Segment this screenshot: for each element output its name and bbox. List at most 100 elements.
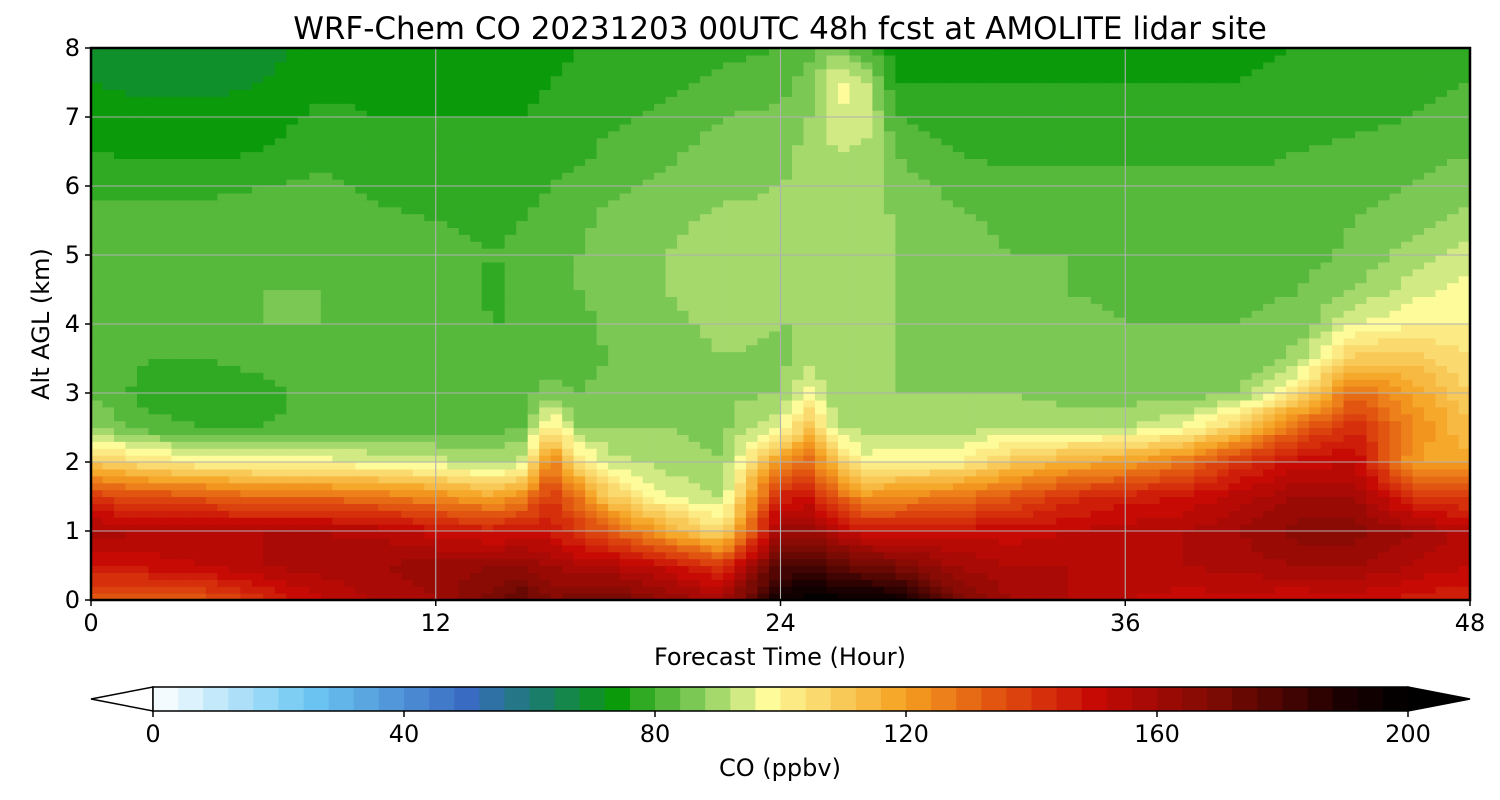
heatmap-cell: [734, 227, 747, 235]
heatmap-cell: [550, 386, 563, 394]
heatmap-cell: [136, 241, 150, 249]
heatmap-cell: [688, 358, 701, 366]
heatmap-cell: [343, 68, 356, 77]
heatmap-cell: [711, 379, 724, 387]
heatmap-cell: [516, 227, 529, 235]
heatmap-cell: [585, 586, 598, 594]
heatmap-cell: [734, 558, 747, 567]
heatmap-cell: [573, 468, 586, 477]
heatmap-cell: [435, 206, 448, 215]
heatmap-cell: [458, 165, 471, 173]
heatmap-cell: [539, 310, 552, 318]
heatmap-cell: [470, 206, 483, 215]
heatmap-cell: [378, 448, 391, 456]
heatmap-cell: [550, 330, 563, 339]
heatmap-cell: [228, 482, 241, 491]
heatmap-cell: [527, 551, 540, 560]
heatmap-cell: [677, 572, 690, 580]
heatmap-cell: [320, 227, 333, 235]
heatmap-cell: [113, 289, 127, 297]
heatmap-cell: [205, 351, 219, 360]
heatmap-cell: [585, 524, 598, 532]
heatmap-cell: [562, 351, 575, 360]
heatmap-cell: [205, 531, 219, 539]
heatmap-cell: [217, 496, 230, 504]
heatmap-cell: [642, 413, 655, 422]
heatmap-cell: [263, 496, 276, 504]
heatmap-cell: [113, 296, 127, 304]
heatmap-cell: [573, 103, 586, 111]
heatmap-cell: [136, 524, 150, 532]
heatmap-cell: [125, 268, 138, 277]
heatmap-cell: [217, 420, 230, 429]
heatmap-cell: [665, 531, 678, 539]
heatmap-cell: [159, 510, 173, 518]
heatmap-cell: [481, 103, 494, 111]
heatmap-cell: [470, 89, 483, 97]
heatmap-cell: [263, 89, 276, 97]
heatmap-cell: [447, 213, 460, 222]
heatmap-cell: [470, 531, 483, 539]
heatmap-cell: [320, 289, 333, 297]
heatmap-cell: [412, 393, 425, 401]
heatmap-cell: [608, 289, 621, 297]
heatmap-cell: [320, 455, 333, 463]
heatmap-cell: [171, 503, 184, 511]
heatmap-cell: [91, 551, 104, 560]
heatmap-cell: [412, 468, 425, 477]
heatmap-cell: [435, 434, 448, 442]
heatmap-cell: [240, 275, 253, 284]
heatmap-cell: [435, 420, 448, 429]
heatmap-cell: [493, 289, 506, 297]
heatmap-cell: [102, 82, 115, 90]
heatmap-cell: [182, 68, 196, 77]
heatmap-cell: [412, 337, 425, 346]
heatmap-cell: [642, 358, 655, 366]
heatmap-cell: [458, 103, 471, 111]
heatmap-cell: [493, 337, 506, 346]
heatmap-cell: [148, 241, 161, 249]
heatmap-cell: [470, 413, 483, 422]
heatmap-cell: [217, 462, 230, 470]
heatmap-cell: [470, 427, 483, 435]
heatmap-cell: [746, 393, 759, 401]
heatmap-cell: [527, 565, 540, 573]
heatmap-cell: [274, 179, 287, 187]
heatmap-cell: [539, 510, 552, 518]
heatmap-cell: [791, 503, 805, 511]
heatmap-cell: [447, 234, 460, 242]
heatmap-cell: [435, 117, 448, 125]
heatmap-cell: [194, 310, 207, 318]
heatmap-cell: [332, 303, 345, 311]
heatmap-cell: [757, 379, 770, 387]
heatmap-cell: [171, 186, 184, 194]
heatmap-cell: [746, 531, 759, 539]
heatmap-cell: [102, 531, 115, 539]
heatmap-cell: [251, 413, 264, 422]
heatmap-cell: [171, 172, 184, 180]
heatmap-cell: [332, 192, 345, 201]
heatmap-cell: [504, 289, 517, 297]
heatmap-cell: [791, 248, 805, 256]
heatmap-cell: [182, 179, 196, 187]
heatmap-cell: [711, 172, 724, 180]
heatmap-cell: [286, 248, 299, 256]
heatmap-cell: [493, 117, 506, 125]
heatmap-cell: [791, 420, 805, 429]
heatmap-cell: [723, 96, 736, 104]
heatmap-cell: [458, 255, 471, 263]
heatmap-cell: [355, 565, 368, 573]
heatmap-cell: [309, 261, 322, 270]
heatmap-cell: [355, 248, 368, 256]
heatmap-cell: [389, 48, 402, 56]
heatmap-cell: [562, 110, 575, 118]
heatmap-cell: [205, 503, 219, 511]
heatmap-cell: [366, 434, 379, 442]
heatmap-cell: [102, 551, 115, 560]
heatmap-cell: [435, 517, 448, 525]
heatmap-cell: [274, 579, 287, 587]
heatmap-cell: [688, 151, 701, 159]
heatmap-cell: [769, 199, 782, 208]
heatmap-cell: [585, 130, 598, 139]
heatmap-cell: [504, 186, 517, 194]
